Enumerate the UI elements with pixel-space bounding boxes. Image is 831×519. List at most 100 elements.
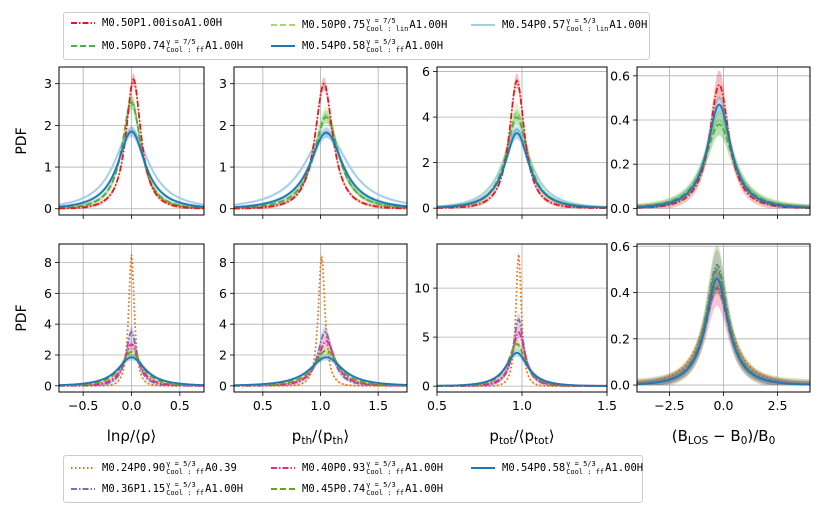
panel-r0-c0: 0 1 2 3 <box>44 66 205 219</box>
bottom-legend-swatch-0 <box>71 467 95 469</box>
panel-r0-c1: 0 1 2 3 <box>219 66 408 219</box>
top-legend-entry-2: M0.50P0.75 γ = 7/5 Cool : lin A1.00H <box>270 17 447 33</box>
x-axis-label: pth/⟨pth⟩ <box>292 427 349 447</box>
series-line-3 <box>637 83 810 210</box>
series-line-2 <box>234 116 407 209</box>
top-legend-label-2: M0.50P0.75 γ = 7/5 Cool : lin A1.00H <box>302 17 448 33</box>
series-line-4 <box>437 351 607 387</box>
x-tick-label: 1.5 <box>597 398 617 413</box>
y-tick-label: 0 <box>219 378 227 393</box>
panel-r1-c0: −0.5 0.0 0.5 0 2 4 6 8 lnρ/⟨ρ⟩ <box>44 243 205 445</box>
x-axis-label: (BLOS − B0)/B0 <box>672 427 776 447</box>
y-tick-label: 0 <box>44 378 52 393</box>
x-tick-label: 1.0 <box>311 398 331 413</box>
y-tick-label: 6 <box>44 286 52 301</box>
series-line-1 <box>637 263 810 386</box>
y-tick-label: 8 <box>44 255 52 270</box>
band-1 <box>637 249 810 386</box>
band-4 <box>637 266 810 386</box>
panel-r0-c3: 0.0 0.2 0.4 0.6 <box>610 66 811 219</box>
band-3 <box>59 347 204 386</box>
series-line-4 <box>234 131 407 209</box>
y-axis-label: PDF <box>14 304 30 331</box>
bottom-legend-swatch-2 <box>271 467 295 469</box>
bottom-legend-label-4: M0.54P0.58 γ = 5/3 Cool : ff A1.00H <box>502 460 644 476</box>
bottom-legend: M0.24P0.90 γ = 5/3 Cool : ff A0.39 M0.36P1.1… <box>63 455 643 503</box>
x-tick-label: −2.5 <box>654 398 684 413</box>
top-legend-swatch-3 <box>271 45 295 47</box>
band-1 <box>59 325 204 386</box>
y-tick-label: 1 <box>44 160 52 175</box>
panel-r0-c2: 0 2 4 6 <box>422 64 608 219</box>
series-line-0 <box>59 129 204 206</box>
x-tick-label: −0.5 <box>68 398 98 413</box>
y-tick-label: 3 <box>219 76 227 91</box>
top-legend-swatch-4 <box>471 24 495 26</box>
band-4 <box>234 127 407 209</box>
series-line-2 <box>59 101 204 209</box>
bottom-legend-label-1: M0.36P1.15 γ = 5/3 Cool : ff A1.00H <box>102 481 244 497</box>
bottom-legend-swatch-1 <box>71 488 95 490</box>
x-tick-label: 0.5 <box>427 398 447 413</box>
y-tick-label: 4 <box>44 317 52 332</box>
y-tick-label: 2 <box>219 118 227 133</box>
top-legend-entry-4: M0.54P0.57 γ = 5/3 Cool : lin A1.00H <box>470 17 647 33</box>
band-2 <box>234 110 407 209</box>
series-line-3 <box>59 78 204 210</box>
x-tick-label: 2.5 <box>768 398 788 413</box>
series-line-0 <box>637 284 810 385</box>
x-tick-label: 1.5 <box>368 398 388 413</box>
bottom-legend-label-0: M0.24P0.90 γ = 5/3 Cool : ff A0.39 <box>102 460 237 476</box>
y-tick-label: 2 <box>422 155 430 170</box>
bottom-legend-entry-1: M0.36P1.15 γ = 5/3 Cool : ff A1.00H <box>70 481 243 497</box>
panel-r1-c3: −2.5 0.0 2.5 0.0 0.2 0.4 0.6 (BLOS − B0)/B0 <box>610 239 811 447</box>
band-3 <box>437 338 607 387</box>
bottom-legend-label-2: M0.40P0.93 γ = 5/3 Cool : ff A1.00H <box>302 460 444 476</box>
bottom-legend-entry-0: M0.24P0.90 γ = 5/3 Cool : ff A0.39 <box>70 460 237 476</box>
top-legend-label-1: M0.50P0.74 γ = 7/5 Cool : ff A1.00H <box>102 38 244 54</box>
series-line-4 <box>437 132 607 209</box>
bottom-legend-swatch-3 <box>271 488 295 490</box>
top-legend-swatch-1 <box>71 45 95 47</box>
x-axis-label: lnρ/⟨ρ⟩ <box>107 427 156 445</box>
top-legend-label-0: M0.50P1.00isoA1.00H <box>102 17 223 29</box>
y-tick-label: 0 <box>219 201 227 216</box>
y-tick-label: 1 <box>219 160 227 175</box>
top-legend-swatch-2 <box>271 24 295 26</box>
top-legend: M0.50P1.00isoA1.00H M0.50P0.74 γ = 7/5 Cool… <box>63 12 650 60</box>
top-legend-swatch-0 <box>71 22 95 24</box>
series-line-3 <box>234 82 407 210</box>
bottom-legend-entry-2: M0.40P0.93 γ = 5/3 Cool : ff A1.00H <box>270 460 443 476</box>
top-legend-entry-1: M0.50P0.74 γ = 7/5 Cool : ff A1.00H <box>70 38 243 54</box>
y-tick-label: 6 <box>422 64 430 79</box>
y-tick-label: 0.0 <box>610 201 630 216</box>
y-tick-label: 0.6 <box>610 68 630 83</box>
top-legend-label-4: M0.54P0.57 γ = 5/3 Cool : lin A1.00H <box>502 17 648 33</box>
y-axis-label: PDF <box>14 127 30 154</box>
band-2 <box>437 109 607 209</box>
x-tick-label: 0.5 <box>253 398 273 413</box>
y-tick-label: 0 <box>422 201 430 216</box>
x-tick-label: 0.5 <box>170 398 190 413</box>
y-tick-label: 5 <box>422 330 430 345</box>
panel-r1-c1: 0.5 1.0 1.5 0 2 4 6 8 pth/⟨pth⟩ <box>219 243 408 447</box>
band-3 <box>637 245 810 386</box>
top-legend-label-3: M0.54P0.58 γ = 5/3 Cool : ff A1.00H <box>302 38 444 54</box>
band-4 <box>637 95 810 209</box>
bottom-legend-swatch-4 <box>471 467 495 469</box>
series-line-1 <box>59 99 204 210</box>
series-line-4 <box>59 130 204 208</box>
bottom-legend-entry-4: M0.54P0.58 γ = 5/3 Cool : ff A1.00H <box>470 460 643 476</box>
panel-r1-c2: 0.5 1.0 1.5 0 5 10 ptot/⟨ptot⟩ <box>414 243 617 447</box>
series-line-3 <box>437 79 607 210</box>
x-tick-label: 1.0 <box>512 398 532 413</box>
y-tick-label: 0.2 <box>610 157 630 172</box>
band-2 <box>437 325 607 387</box>
x-tick-label: 0.0 <box>714 398 734 413</box>
y-tick-label: 0.2 <box>610 331 630 346</box>
y-tick-label: 3 <box>44 76 52 91</box>
y-tick-label: 0.4 <box>610 113 630 128</box>
y-tick-label: 0.4 <box>610 285 630 300</box>
y-tick-label: 0.0 <box>610 378 630 393</box>
